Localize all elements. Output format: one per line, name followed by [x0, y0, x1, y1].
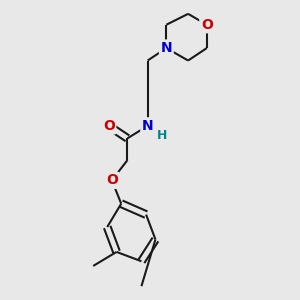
Text: O: O: [103, 119, 115, 133]
Text: O: O: [106, 173, 118, 187]
Text: N: N: [160, 41, 172, 55]
Text: N: N: [142, 119, 154, 133]
Text: O: O: [201, 18, 213, 32]
Text: H: H: [157, 129, 167, 142]
